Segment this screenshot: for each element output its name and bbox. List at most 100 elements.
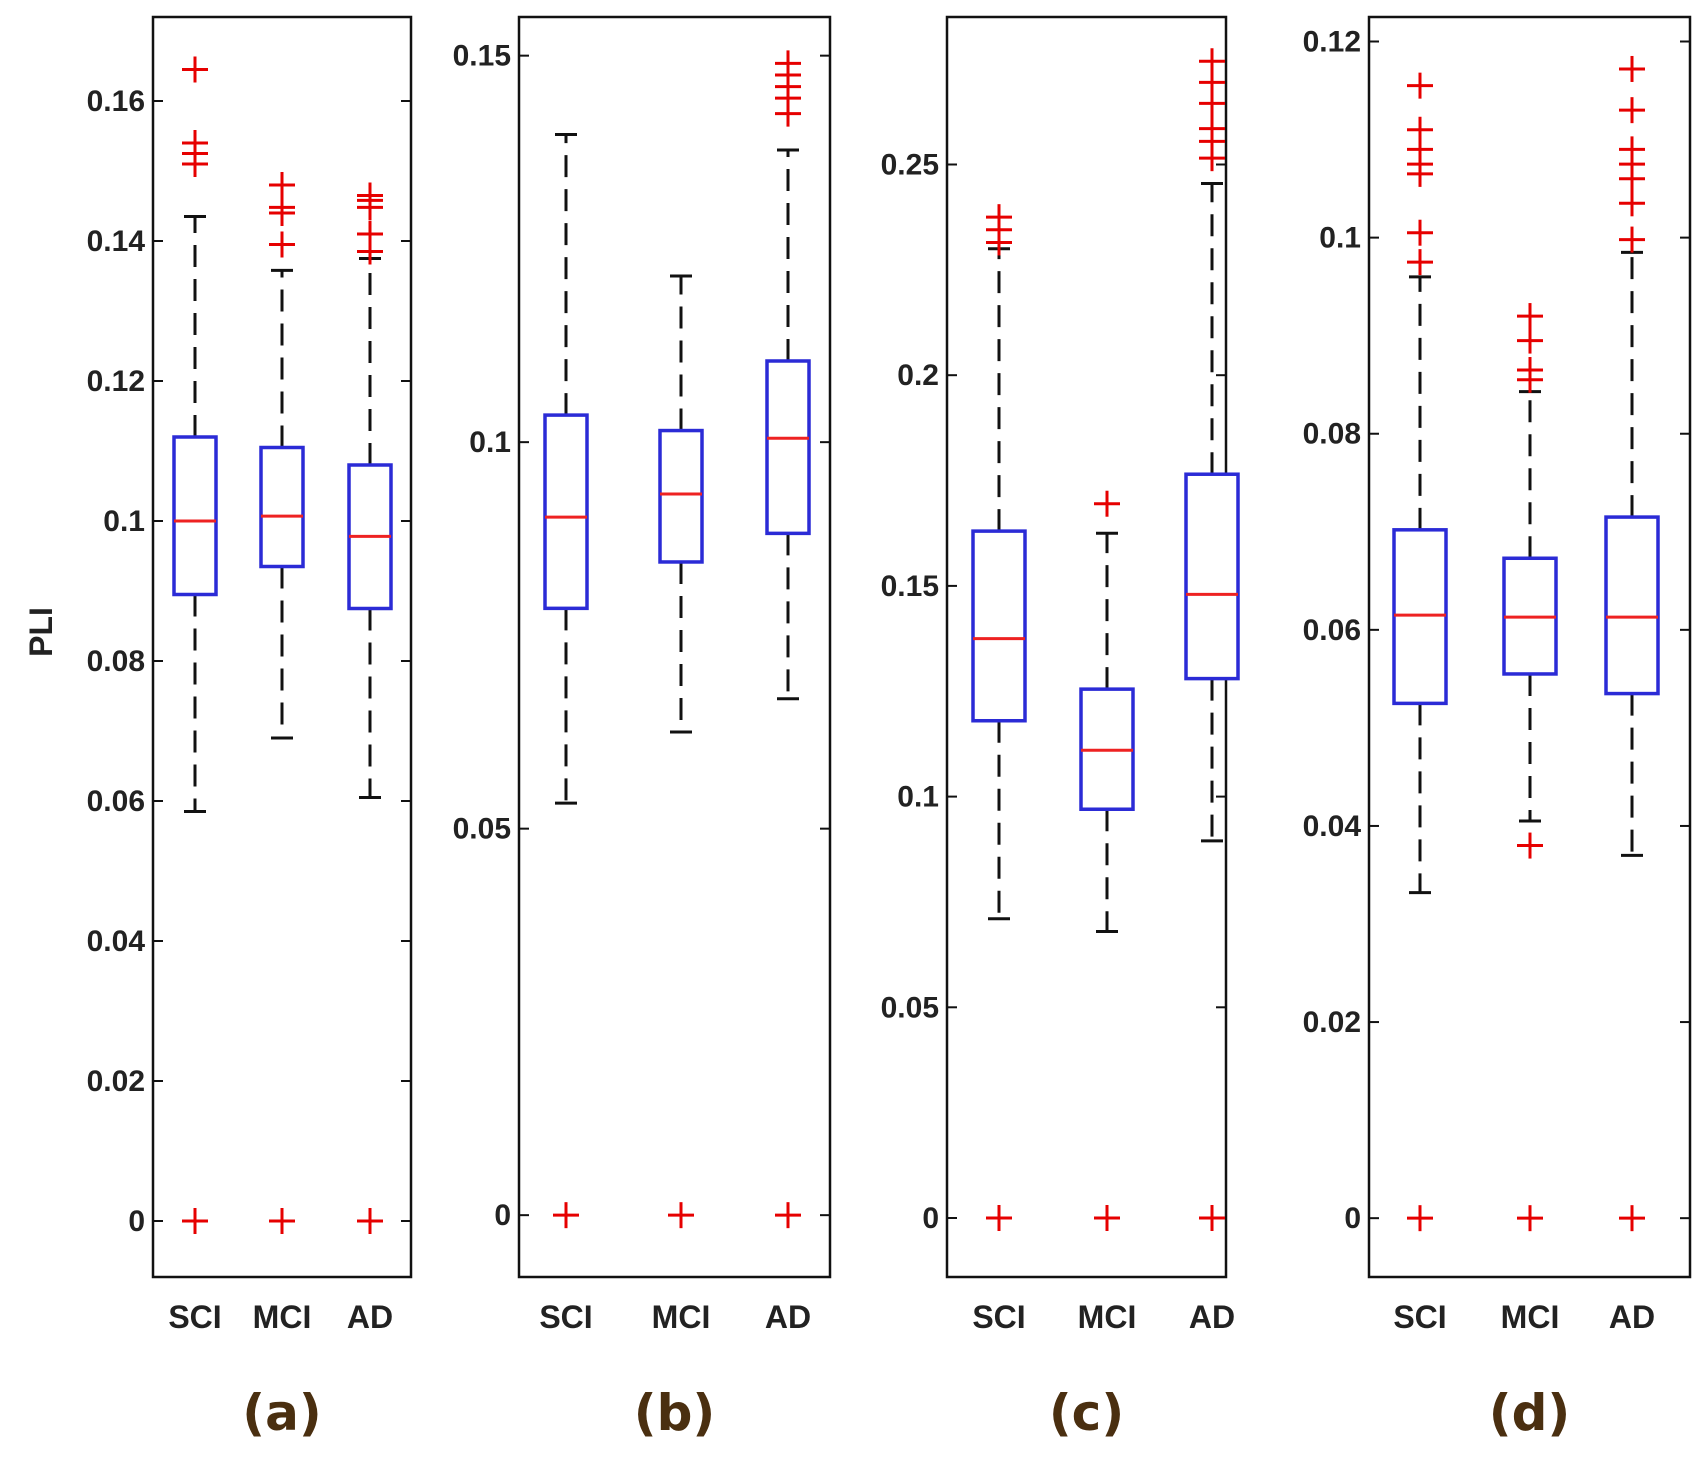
- iqr-box: [259, 445, 305, 569]
- y-tick-label: 0.25: [881, 148, 939, 181]
- outlier-marker: [1094, 490, 1120, 517]
- x-category-label: SCI: [1393, 1299, 1446, 1335]
- y-tick-label: 0.05: [881, 991, 939, 1024]
- box-mci: [259, 172, 305, 1234]
- panel-c: 0 0.05 0.1 0.15 0.2 0.25 SCI MCI AD (c): [881, 15, 1240, 1442]
- box-ad: [1604, 55, 1660, 1232]
- iqr-box: [1604, 515, 1660, 696]
- outlier-marker: [668, 1202, 694, 1229]
- outlier-marker: [182, 130, 208, 156]
- panel-b: 0 0.05 0.1 0.15 SCI MCI AD (b): [453, 15, 832, 1442]
- box-ad: [765, 50, 811, 1229]
- panel-a: 0 0.02 0.04 0.06 0.08 0.1 0.12 0.14 0.16 PLI SCI MC…: [23, 15, 413, 1442]
- panel-label: (b): [634, 1384, 716, 1442]
- outlier-marker: [986, 204, 1012, 231]
- outlier-marker: [1094, 1205, 1120, 1232]
- iqr-box: [1184, 472, 1240, 681]
- y-tick-label: 0: [1344, 1202, 1361, 1235]
- y-tick-label: 0.12: [87, 365, 145, 398]
- outlier-marker: [775, 50, 801, 77]
- outlier-marker: [553, 1202, 579, 1229]
- panel-label: (d): [1489, 1384, 1571, 1442]
- outlier-marker: [357, 1208, 383, 1234]
- outlier-marker: [1517, 303, 1543, 330]
- x-category-label: MCI: [1501, 1299, 1560, 1335]
- iqr-box: [971, 529, 1027, 723]
- box-sci: [543, 132, 589, 1229]
- y-tick-label: 0.15: [453, 40, 511, 73]
- outlier-marker: [1199, 115, 1225, 142]
- y-tick-label: 0.15: [881, 570, 939, 603]
- iqr-box: [543, 413, 589, 611]
- box-mci: [1079, 490, 1135, 1232]
- outlier-marker: [1407, 1205, 1433, 1232]
- y-tick-label: 0.2: [897, 359, 939, 392]
- outlier-marker: [269, 1208, 295, 1234]
- y-tick-label: 0.05: [453, 813, 511, 846]
- x-category-label: SCI: [539, 1299, 592, 1335]
- y-tick-label: 0.06: [1303, 614, 1361, 647]
- outlier-marker: [1619, 226, 1645, 253]
- axes-frame: [151, 15, 413, 1279]
- y-tick-label: 0.02: [1303, 1006, 1361, 1039]
- outlier-marker: [1407, 219, 1433, 246]
- y-tick-label: 0.1: [469, 426, 511, 459]
- outlier-marker: [1619, 190, 1645, 217]
- outlier-marker: [1407, 249, 1433, 276]
- iqr-box: [172, 435, 218, 597]
- y-tick-label: 0.06: [87, 785, 145, 818]
- x-category-label: AD: [1189, 1299, 1235, 1335]
- box-sci: [1392, 72, 1448, 1232]
- y-tick-label: 0.1: [1319, 222, 1361, 255]
- outlier-marker: [182, 1208, 208, 1234]
- outlier-marker: [1517, 1205, 1543, 1232]
- outlier-marker: [269, 231, 295, 258]
- outlier-marker: [1407, 72, 1433, 99]
- outlier-marker: [1619, 136, 1645, 163]
- y-tick-label: 0.08: [87, 645, 145, 678]
- outlier-marker: [1619, 1205, 1645, 1232]
- x-category-label: SCI: [168, 1299, 221, 1335]
- x-category-label: MCI: [652, 1299, 711, 1335]
- x-category-label: SCI: [972, 1299, 1025, 1335]
- outlier-marker: [1199, 1205, 1225, 1232]
- y-tick-label: 0.04: [1303, 810, 1362, 843]
- box-sci: [971, 204, 1027, 1232]
- box-ad: [1184, 48, 1240, 1232]
- y-tick-label: 0.08: [1303, 418, 1361, 451]
- axes-frame: [517, 15, 832, 1279]
- iqr-box: [765, 359, 811, 536]
- box-ad: [347, 182, 393, 1234]
- y-tick-label: 0.1: [103, 505, 145, 538]
- outlier-marker: [1517, 356, 1543, 383]
- box-sci: [172, 56, 218, 1234]
- x-category-label: AD: [1609, 1299, 1655, 1335]
- y-tick-label: 0.1: [897, 781, 939, 814]
- y-tick-label: 0.16: [87, 85, 145, 118]
- x-category-label: MCI: [1078, 1299, 1137, 1335]
- iqr-box: [658, 428, 704, 564]
- panel-d: 0 0.02 0.04 0.06 0.08 0.1 0.12 SCI MCI AD (d): [1303, 15, 1692, 1442]
- y-tick-label: 0.04: [87, 925, 146, 958]
- outlier-marker: [1619, 97, 1645, 124]
- outlier-marker: [1517, 327, 1543, 354]
- y-axis-label: PLI: [23, 607, 59, 657]
- outlier-marker: [1517, 832, 1543, 859]
- y-tick-label: 0: [494, 1199, 511, 1232]
- outlier-marker: [357, 221, 383, 247]
- outlier-marker: [1407, 116, 1433, 143]
- outlier-marker: [1619, 55, 1645, 82]
- panel-label: (a): [242, 1384, 321, 1442]
- panel-label: (c): [1049, 1384, 1124, 1442]
- y-tick-label: 0.14: [87, 225, 146, 258]
- box-mci: [1502, 303, 1558, 1232]
- y-tick-label: 0.12: [1303, 26, 1361, 59]
- outlier-marker: [269, 194, 295, 221]
- outlier-marker: [269, 172, 295, 198]
- outlier-marker: [182, 56, 208, 83]
- x-category-label: MCI: [253, 1299, 312, 1335]
- x-category-label: AD: [765, 1299, 811, 1335]
- y-tick-label: 0.02: [87, 1065, 145, 1098]
- outlier-marker: [775, 1202, 801, 1229]
- outlier-marker: [357, 182, 383, 209]
